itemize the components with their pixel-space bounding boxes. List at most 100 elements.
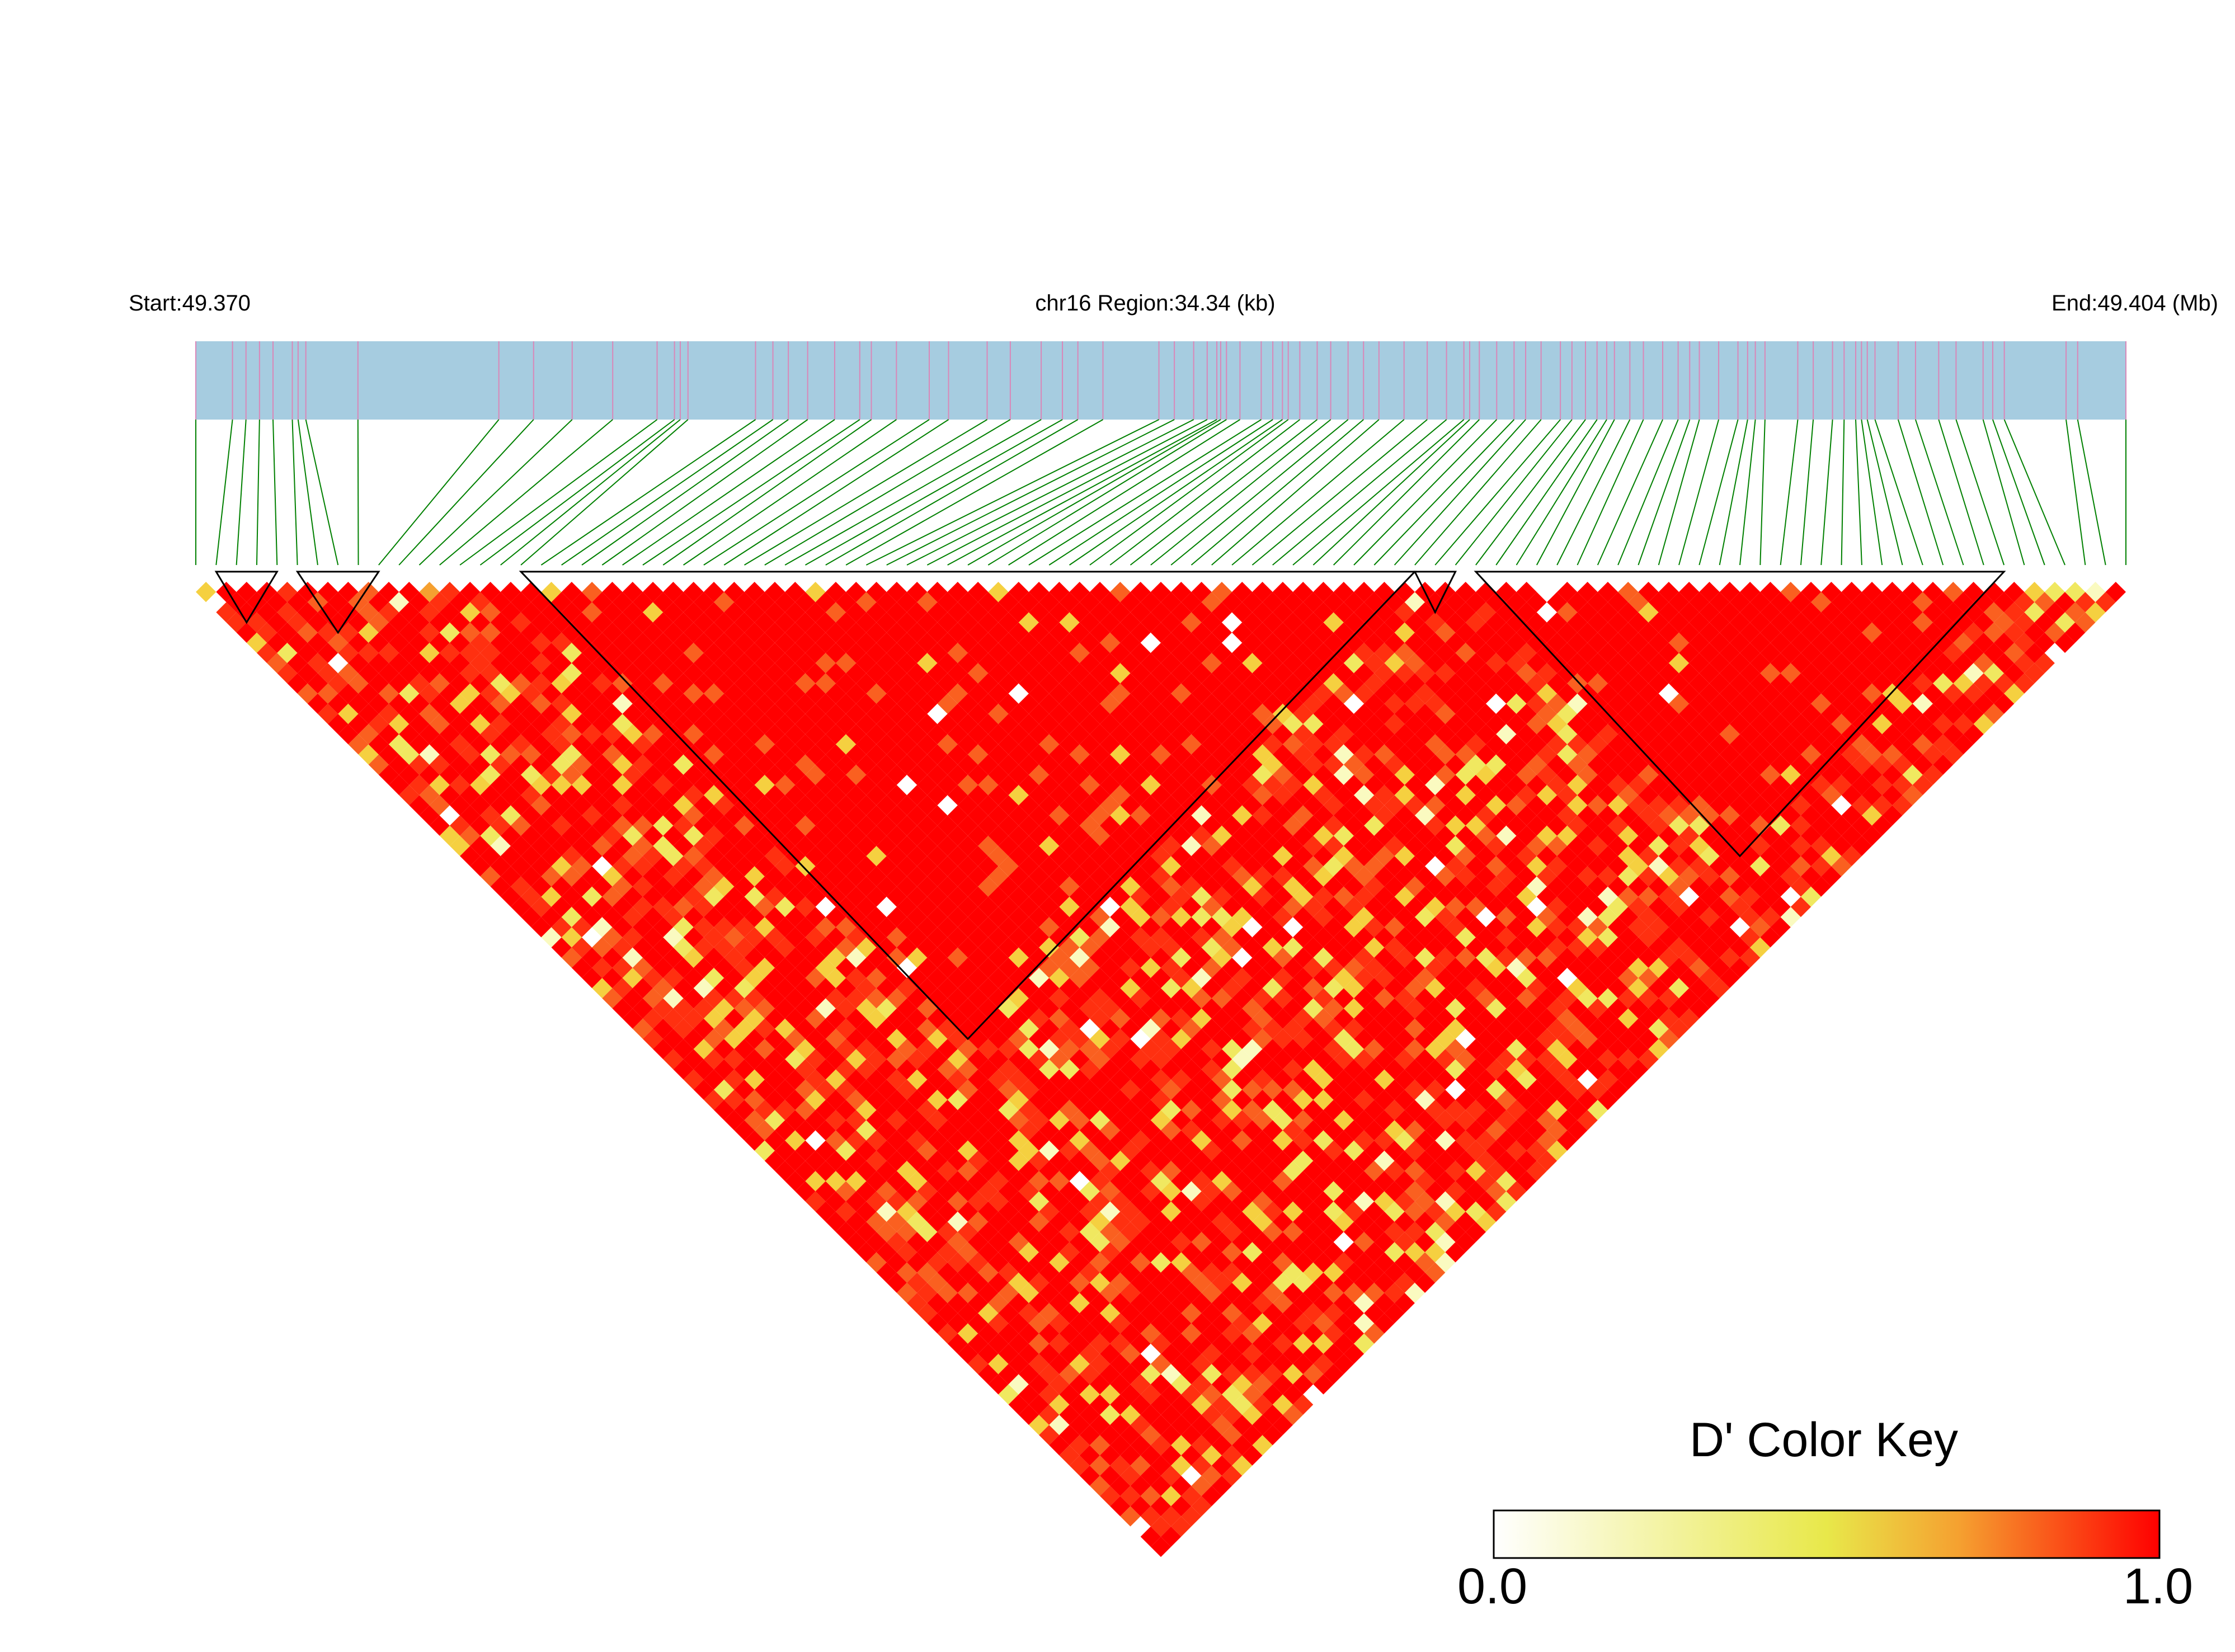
ld-cell	[978, 612, 999, 633]
ld-cell	[673, 937, 694, 958]
ld-cell	[1404, 957, 1425, 978]
ld-cell	[1252, 825, 1273, 846]
ld-cell	[1120, 1425, 1141, 1446]
ld-cell	[480, 602, 501, 623]
ld-cell	[1607, 917, 1629, 938]
ld-cell	[1557, 744, 1578, 765]
ld-cell	[1140, 1526, 1161, 1547]
ld-cell	[957, 612, 978, 633]
ld-cell	[541, 846, 562, 867]
ld-cell	[348, 673, 369, 694]
ld-cell	[1161, 1181, 1182, 1202]
ld-cell	[500, 866, 521, 887]
ld-cell	[419, 622, 440, 643]
ld-cell	[1943, 744, 1964, 765]
ld-cell	[1039, 653, 1060, 674]
ld-cell	[957, 775, 978, 796]
ld-cell	[561, 744, 582, 765]
ld-cell	[1760, 764, 1781, 785]
ld-cell	[1658, 663, 1679, 684]
ld-cell	[439, 825, 460, 846]
snp-connector	[1414, 419, 1542, 566]
ld-cell	[1536, 622, 1558, 643]
ld-cell	[1313, 1313, 1334, 1334]
ld-cell	[1191, 622, 1212, 643]
ld-cell	[1333, 1110, 1354, 1131]
ld-cell	[978, 1100, 999, 1121]
ld-cell	[1425, 917, 1446, 938]
ld-cell	[1313, 1374, 1334, 1395]
ld-cell	[541, 886, 562, 907]
ld-cell	[1140, 714, 1161, 735]
ld-cell	[429, 612, 450, 633]
ld-cell	[805, 724, 826, 745]
ld-cell	[1374, 724, 1395, 745]
ld-cell	[1790, 612, 1811, 633]
ld-cell	[1618, 683, 1639, 704]
ld-cell	[510, 714, 531, 735]
ld-cell	[988, 1191, 1009, 1212]
ld-cell	[846, 1232, 867, 1253]
ld-cell	[571, 714, 592, 735]
ld-cell	[632, 714, 653, 735]
ld-cell	[1648, 978, 1669, 999]
ld-cell	[1049, 1374, 1070, 1395]
ld-cell	[1008, 1191, 1029, 1212]
ld-cell	[1079, 1242, 1100, 1263]
ld-cell	[1079, 937, 1100, 958]
ld-cell	[754, 957, 775, 978]
ld-cell	[825, 642, 846, 663]
ld-cell	[825, 947, 846, 968]
ld-cell	[1506, 917, 1527, 938]
ld-cell	[1181, 775, 1202, 796]
ld-cell	[1983, 602, 2005, 623]
ld-cell	[1536, 988, 1558, 1009]
ld-cell	[1993, 612, 2015, 633]
ld-cell	[1790, 632, 1811, 653]
ld-cell	[612, 734, 633, 755]
ld-cell	[632, 632, 653, 653]
ld-cell	[389, 754, 410, 775]
ld-cell	[1648, 815, 1669, 836]
ld-cell	[1100, 1282, 1121, 1303]
ld-cell	[1953, 673, 1974, 694]
ld-cell	[1232, 907, 1253, 928]
ld-cell	[1536, 846, 1558, 867]
ld-cell	[1120, 1343, 1141, 1364]
ld-cell	[592, 714, 613, 735]
ld-cell	[1059, 937, 1080, 958]
ld-cell	[1465, 1059, 1486, 1080]
ld-cell	[1221, 1465, 1243, 1486]
ld-cell	[1018, 1201, 1039, 1222]
ld-cell	[1445, 1059, 1466, 1080]
ld-cell	[1232, 866, 1253, 887]
ld-cell	[1790, 714, 1811, 735]
ld-cell	[1496, 968, 1517, 989]
ld-cell	[1425, 1181, 1446, 1202]
ld-cell	[1790, 754, 1811, 775]
ld-cell	[1150, 1435, 1171, 1456]
ld-cell	[1800, 785, 1822, 806]
ld-cell	[1333, 785, 1354, 806]
ld-cell	[886, 683, 907, 704]
ld-cell	[1018, 1140, 1039, 1161]
ld-cell	[1729, 592, 1751, 613]
ld-cell	[998, 815, 1019, 836]
ld-cell	[1232, 947, 1253, 968]
ld-cell	[1425, 612, 1446, 633]
ld-cell	[978, 1282, 999, 1303]
ld-cell	[978, 1079, 999, 1100]
ld-cell	[886, 663, 907, 684]
ld-cell	[1252, 703, 1273, 724]
ld-cell	[1648, 673, 1669, 694]
ld-cell	[866, 1150, 887, 1171]
ld-cell	[1618, 988, 1639, 1009]
ld-cell	[521, 805, 542, 826]
ld-cell	[561, 907, 582, 928]
ld-cell	[1445, 1039, 1466, 1060]
ld-cell	[571, 612, 592, 633]
ld-cell	[1272, 744, 1293, 765]
ld-cell	[764, 927, 785, 948]
ld-cell	[1313, 825, 1334, 846]
ld-cell	[409, 673, 430, 694]
